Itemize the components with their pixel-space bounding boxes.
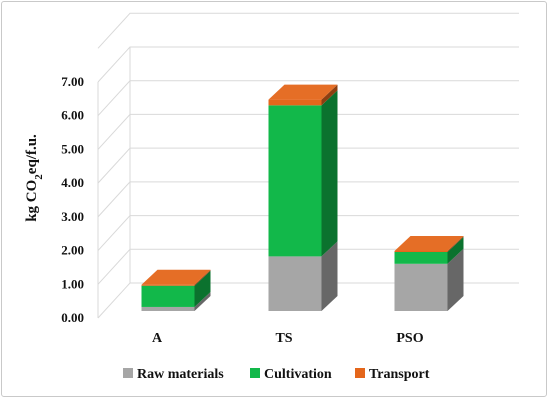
x-category-label: PSO xyxy=(396,331,423,346)
bar-front xyxy=(141,285,195,307)
y-tick-label: 3.00 xyxy=(61,209,84,224)
bar-front xyxy=(141,306,195,311)
y-axis-label: kg CO2eq/f.u. xyxy=(24,134,45,222)
legend-label: Transport xyxy=(369,367,430,382)
legend-label: Cultivation xyxy=(264,367,332,382)
bar-A-cultivation xyxy=(141,270,211,307)
bar-front xyxy=(394,252,448,264)
bar-front xyxy=(268,105,322,257)
y-tick-label: 4.00 xyxy=(61,175,84,190)
bar-side xyxy=(447,248,464,311)
gridline xyxy=(97,80,519,117)
y-axis-ticks: 0.00 1.00 2.00 3.00 4.00 5.00 6.00 7.00 xyxy=(61,74,84,325)
bar-front xyxy=(268,99,322,106)
y-tick-label: 7.00 xyxy=(61,74,84,89)
gridline xyxy=(97,12,519,49)
y-tick-label: 2.00 xyxy=(61,243,84,258)
bar-side xyxy=(321,90,338,257)
x-category-label: TS xyxy=(275,331,292,346)
x-axis-categories: A TS PSO xyxy=(152,331,424,346)
legend-item-raw-materials: Raw materials xyxy=(123,367,224,382)
gridline xyxy=(97,113,519,150)
legend-label: Raw materials xyxy=(137,367,224,382)
y-tick-label: 6.00 xyxy=(61,108,84,123)
y-tick-label: 1.00 xyxy=(61,276,84,291)
y-tick-label: 5.00 xyxy=(61,141,84,156)
gridline xyxy=(97,282,519,319)
bar-TS-raw-materials xyxy=(268,241,338,311)
x-category-label: A xyxy=(152,331,163,346)
gridline xyxy=(97,46,519,83)
bar-A-transport xyxy=(141,269,211,286)
bar-side xyxy=(194,291,211,311)
legend-swatch xyxy=(123,368,133,378)
gridline xyxy=(97,215,519,251)
bar-PSO-transport xyxy=(394,235,464,252)
legend-item-transport: Transport xyxy=(355,367,430,382)
gridline xyxy=(97,248,519,285)
legend-swatch xyxy=(250,368,260,378)
bar-PSO-raw-materials xyxy=(394,248,464,311)
bar-top xyxy=(268,84,338,100)
legend: Raw materials Cultivation Transport xyxy=(123,367,430,382)
bar-side xyxy=(447,237,464,264)
bar-TS-transport xyxy=(268,84,338,106)
bar-PSO-cultivation xyxy=(394,237,464,264)
gridlines xyxy=(97,12,519,319)
bar-side xyxy=(194,269,211,286)
bar-front xyxy=(394,250,448,252)
y-tick-label: 0.00 xyxy=(61,310,84,325)
bar-front xyxy=(141,284,195,286)
bar-side xyxy=(447,235,464,252)
gridline xyxy=(97,147,519,184)
bar-TS-cultivation xyxy=(268,90,338,257)
bar-side xyxy=(321,241,338,311)
bar-front xyxy=(268,256,322,311)
bar-top xyxy=(141,269,211,285)
gridline xyxy=(97,181,519,218)
bar-side xyxy=(194,270,211,307)
bar-A-raw-materials xyxy=(141,291,211,311)
bar-front xyxy=(394,263,448,311)
bars xyxy=(141,84,464,311)
legend-swatch xyxy=(355,368,365,378)
legend-item-cultivation: Cultivation xyxy=(250,367,332,382)
bar-side xyxy=(321,84,338,106)
bar-top xyxy=(394,235,464,251)
